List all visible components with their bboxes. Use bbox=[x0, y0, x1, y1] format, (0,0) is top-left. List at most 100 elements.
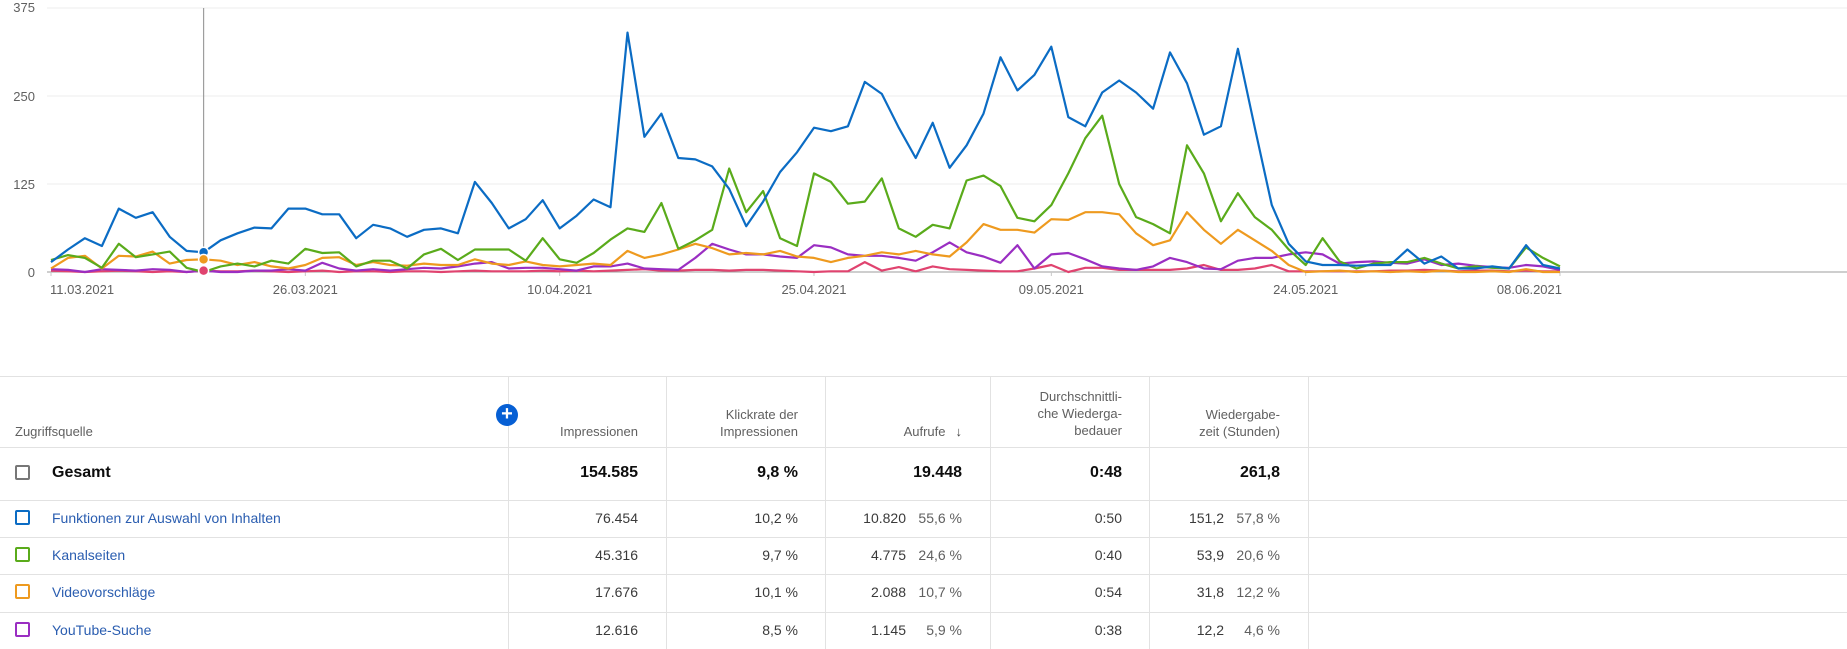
row-avg-duration: 0:50 bbox=[1094, 510, 1122, 526]
series-line bbox=[50, 241, 1561, 274]
row-watch-pct: 4,6 % bbox=[1244, 622, 1280, 638]
header-ctr[interactable]: Klickrate der Impressionen bbox=[680, 406, 798, 440]
row-divider bbox=[0, 612, 1847, 613]
row-watch-time: 151,2 57,8 % bbox=[1160, 509, 1280, 527]
row-watch-pct: 57,8 % bbox=[1236, 510, 1280, 526]
row-ctr: 9,7 % bbox=[762, 547, 798, 563]
header-avg-duration[interactable]: Durchschnittli- che Wiederga- bedauer bbox=[1000, 388, 1122, 439]
row-watch-time: 31,8 12,2 % bbox=[1160, 583, 1280, 601]
row-views-pct: 10,7 % bbox=[918, 584, 962, 600]
row-watch-pct: 20,6 % bbox=[1236, 547, 1280, 563]
arrow-down-icon[interactable]: ↓ bbox=[955, 424, 963, 439]
row-impressions: 12.616 bbox=[595, 622, 638, 638]
row-avg-duration: 0:54 bbox=[1094, 584, 1122, 600]
row-ctr: 10,1 % bbox=[754, 584, 798, 600]
row-ctr: 8,5 % bbox=[762, 622, 798, 638]
x-tick-label: 10.04.2021 bbox=[527, 282, 592, 297]
column-divider bbox=[666, 376, 667, 649]
row-views-value: 2.088 bbox=[870, 584, 906, 600]
source-link[interactable]: Kanalseiten bbox=[52, 547, 126, 563]
chart-grid bbox=[47, 7, 1847, 273]
y-tick-label: 125 bbox=[13, 177, 35, 192]
plus-circle-icon[interactable]: + bbox=[496, 404, 518, 426]
row-views: 10.820 55,6 % bbox=[840, 509, 962, 527]
total-label: Gesamt bbox=[52, 464, 111, 481]
header-avg-line2: che Wiederga- bbox=[1037, 406, 1122, 421]
row-views-value: 1.145 bbox=[870, 622, 906, 638]
row-watch-value: 31,8 bbox=[1196, 584, 1224, 600]
total-avg-duration: 0:48 bbox=[1089, 464, 1122, 481]
row-views: 2.088 10,7 % bbox=[840, 583, 962, 601]
chart-series-lines bbox=[50, 31, 1561, 274]
column-divider bbox=[1149, 376, 1150, 649]
row-watch-value: 12,2 bbox=[1196, 622, 1224, 638]
row-checkbox[interactable] bbox=[15, 622, 30, 637]
row-views-pct: 5,9 % bbox=[926, 622, 962, 638]
header-divider bbox=[0, 447, 1847, 448]
header-ctr-line1: Klickrate der bbox=[725, 407, 798, 422]
header-ctr-line2: Impressionen bbox=[719, 424, 798, 439]
series-line bbox=[50, 211, 1560, 274]
row-avg-duration: 0:40 bbox=[1094, 547, 1122, 563]
y-axis-ticks: 0 125 250 375 bbox=[13, 0, 35, 280]
total-ctr: 9,8 % bbox=[757, 464, 798, 481]
total-checkbox[interactable] bbox=[15, 465, 30, 480]
table-top-border bbox=[0, 376, 1847, 377]
row-impressions: 17.676 bbox=[595, 584, 638, 600]
source-link[interactable]: YouTube-Suche bbox=[52, 622, 152, 638]
row-checkbox[interactable] bbox=[15, 510, 30, 525]
row-checkbox[interactable] bbox=[15, 547, 30, 562]
series-line bbox=[50, 31, 1561, 270]
row-ctr: 10,2 % bbox=[754, 510, 798, 526]
row-watch-time: 12,2 4,6 % bbox=[1160, 621, 1280, 639]
row-divider bbox=[0, 574, 1847, 575]
row-views-pct: 24,6 % bbox=[918, 547, 962, 563]
total-watch-time: 261,8 bbox=[1239, 464, 1280, 481]
x-tick-label: 11.03.2021 bbox=[50, 282, 114, 297]
y-tick-label: 250 bbox=[13, 89, 35, 104]
header-source[interactable]: Zugriffsquelle bbox=[15, 424, 93, 439]
total-views: 19.448 bbox=[913, 464, 962, 481]
source-link[interactable]: Videovorschläge bbox=[52, 584, 156, 600]
y-tick-label: 375 bbox=[13, 0, 35, 15]
total-impressions: 154.585 bbox=[580, 464, 638, 481]
header-watch-line2: zeit (Stunden) bbox=[1199, 424, 1280, 439]
header-avg-line1: Durchschnittli- bbox=[1039, 389, 1122, 404]
row-avg-duration: 0:38 bbox=[1094, 622, 1122, 638]
row-views-value: 4.775 bbox=[870, 547, 906, 563]
header-watch-line1: Wiedergabe- bbox=[1205, 407, 1280, 422]
header-views[interactable]: Aufrufe ↓ bbox=[840, 423, 962, 440]
series-line bbox=[50, 114, 1561, 274]
row-checkbox[interactable] bbox=[15, 584, 30, 599]
row-divider bbox=[0, 537, 1847, 538]
row-impressions: 45.316 bbox=[595, 547, 638, 563]
header-avg-line3: bedauer bbox=[1074, 423, 1122, 438]
x-tick-label: 08.06.2021 bbox=[1497, 282, 1562, 297]
hover-crosshair bbox=[197, 8, 210, 277]
header-views-label: Aufrufe bbox=[903, 424, 946, 439]
row-impressions: 76.454 bbox=[595, 510, 638, 526]
row-watch-value: 53,9 bbox=[1196, 547, 1224, 563]
row-views: 1.145 5,9 % bbox=[840, 621, 962, 639]
x-tick-label: 26.03.2021 bbox=[273, 282, 338, 297]
x-tick-label: 24.05.2021 bbox=[1273, 282, 1338, 297]
header-watch-time[interactable]: Wiedergabe- zeit (Stunden) bbox=[1160, 406, 1280, 440]
column-divider bbox=[990, 376, 991, 649]
hover-point bbox=[197, 253, 210, 266]
source-link[interactable]: Funktionen zur Auswahl von Inhalten bbox=[52, 510, 281, 526]
hover-point bbox=[197, 264, 210, 277]
row-views-value: 10.820 bbox=[863, 510, 906, 526]
row-divider bbox=[0, 500, 1847, 501]
traffic-source-line-chart[interactable]: 0 125 250 375 11.03.2021 26.03.2021 10.04.202… bbox=[0, 0, 1847, 345]
x-tick-label: 09.05.2021 bbox=[1019, 282, 1084, 297]
x-tick-label: 25.04.2021 bbox=[781, 282, 846, 297]
header-impressions[interactable]: Impressionen bbox=[559, 424, 638, 439]
column-divider bbox=[1308, 376, 1309, 649]
y-tick-label: 0 bbox=[28, 265, 35, 280]
row-watch-value: 151,2 bbox=[1188, 510, 1224, 526]
row-watch-time: 53,9 20,6 % bbox=[1160, 546, 1280, 564]
column-divider bbox=[825, 376, 826, 649]
row-views-pct: 55,6 % bbox=[918, 510, 962, 526]
row-watch-pct: 12,2 % bbox=[1236, 584, 1280, 600]
column-divider bbox=[508, 376, 509, 649]
